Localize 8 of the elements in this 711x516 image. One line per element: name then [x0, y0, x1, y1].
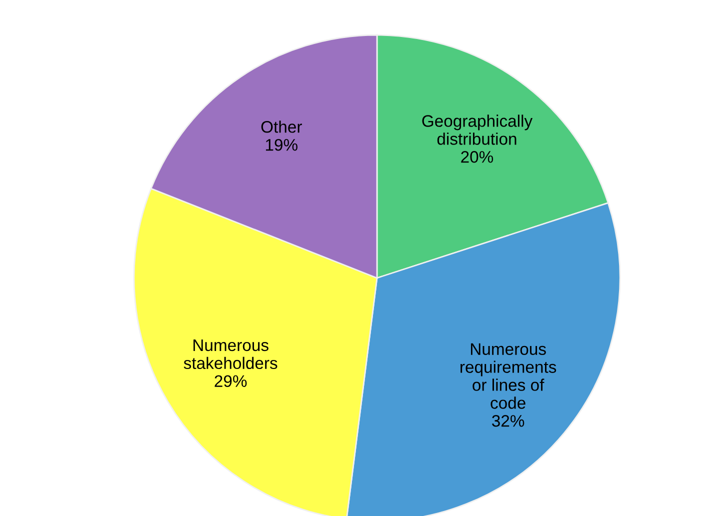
data-label: 20%: [461, 151, 494, 163]
data-label: 19%: [266, 138, 298, 151]
data-label: 29%: [214, 375, 247, 388]
slice-label: Numerous requirements or lines of code: [460, 343, 556, 409]
slice-label: Geographically distribution: [422, 114, 533, 145]
slice-label: Numerous stakeholders: [184, 339, 278, 370]
slice-label: Other: [261, 120, 302, 133]
data-label: 32%: [492, 415, 524, 427]
